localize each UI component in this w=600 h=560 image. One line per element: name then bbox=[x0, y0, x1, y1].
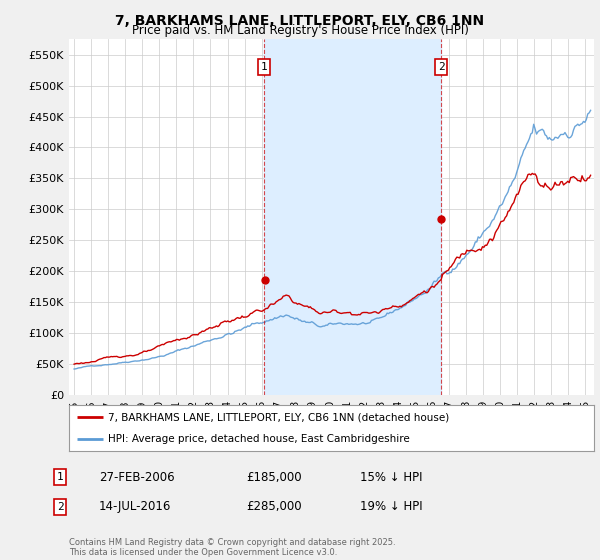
Text: 19% ↓ HPI: 19% ↓ HPI bbox=[360, 500, 422, 514]
Text: 2: 2 bbox=[56, 502, 64, 512]
Text: 15% ↓ HPI: 15% ↓ HPI bbox=[360, 470, 422, 484]
Text: 27-FEB-2006: 27-FEB-2006 bbox=[99, 470, 175, 484]
Text: 1: 1 bbox=[56, 472, 64, 482]
Bar bbox=[264, 39, 441, 395]
Text: 7, BARKHAMS LANE, LITTLEPORT, ELY, CB6 1NN (detached house): 7, BARKHAMS LANE, LITTLEPORT, ELY, CB6 1… bbox=[109, 412, 449, 422]
Text: 1: 1 bbox=[261, 62, 268, 72]
Text: 2: 2 bbox=[438, 62, 445, 72]
Text: 7, BARKHAMS LANE, LITTLEPORT, ELY, CB6 1NN: 7, BARKHAMS LANE, LITTLEPORT, ELY, CB6 1… bbox=[115, 14, 485, 28]
Text: HPI: Average price, detached house, East Cambridgeshire: HPI: Average price, detached house, East… bbox=[109, 435, 410, 444]
Text: Contains HM Land Registry data © Crown copyright and database right 2025.
This d: Contains HM Land Registry data © Crown c… bbox=[69, 538, 395, 557]
Text: £285,000: £285,000 bbox=[246, 500, 302, 514]
Text: £185,000: £185,000 bbox=[246, 470, 302, 484]
Text: Price paid vs. HM Land Registry's House Price Index (HPI): Price paid vs. HM Land Registry's House … bbox=[131, 24, 469, 37]
Text: 14-JUL-2016: 14-JUL-2016 bbox=[99, 500, 172, 514]
